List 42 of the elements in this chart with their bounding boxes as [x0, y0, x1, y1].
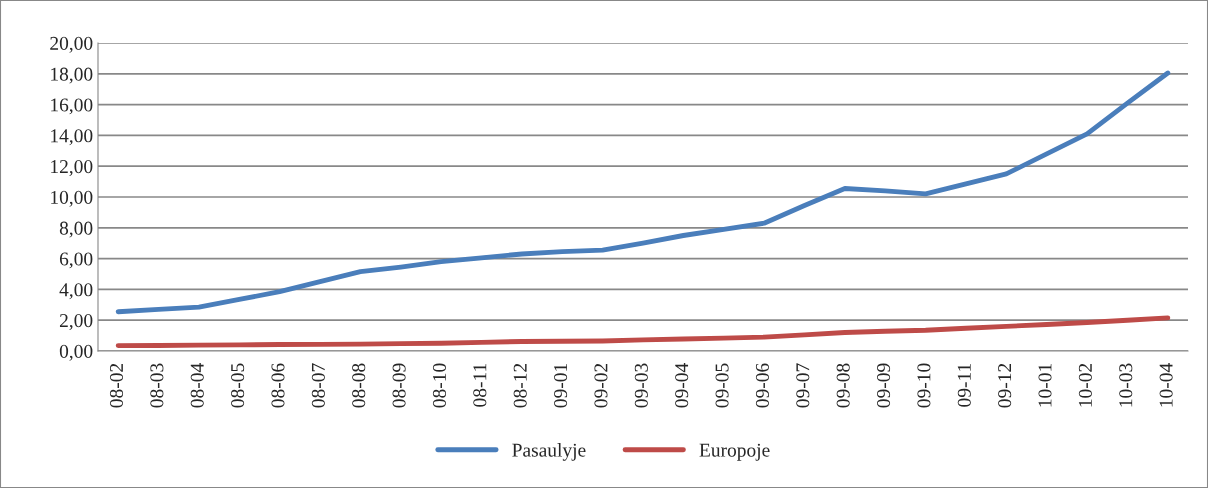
x-tick-label: 08-10 [432, 363, 447, 408]
line-series [115, 70, 1171, 315]
x-tick-label: 09-07 [796, 363, 810, 408]
x-tick-label: 09-08 [836, 363, 850, 408]
y-tick-label: 6,00 [59, 252, 93, 269]
x-tick-label: 08-09 [392, 363, 406, 408]
x-tick-label: 10-02 [1078, 363, 1092, 407]
x-tick-label: 10-03 [1119, 363, 1133, 407]
y-tick-label: 8,00 [59, 221, 93, 238]
y-tick-label: 10,00 [51, 190, 93, 207]
y-tick-label: 16,00 [51, 98, 93, 115]
legend-label: Pasaulyje [512, 443, 586, 461]
x-tick-label: 09-11 [957, 363, 971, 407]
y-tick-label: 4,00 [59, 283, 93, 300]
y-tick-label: 12,00 [51, 160, 93, 176]
legend-label: Europoje [699, 443, 770, 461]
x-tick-label: 09-10 [917, 363, 931, 408]
x-tick-label: 08-12 [513, 363, 527, 408]
x-tick-label: 08-02 [109, 363, 124, 408]
x-tick-label: 09-05 [715, 363, 729, 408]
x-tick-label: 08-03 [150, 363, 164, 408]
x-tick-label: 08-08 [352, 363, 366, 408]
y-tick-label: 0,00 [59, 344, 93, 361]
x-tick-label: 09-03 [634, 363, 648, 408]
x-tick-label: 08-11 [473, 363, 487, 407]
y-tick-label: 18,00 [51, 67, 93, 84]
x-tick-label: 10-04 [1159, 363, 1173, 407]
x-tick-label: 09-06 [755, 363, 769, 408]
x-tick-label: 09-01 [554, 363, 568, 408]
y-tick-label: 2,00 [59, 314, 93, 330]
x-tick-label: 09-04 [675, 363, 689, 408]
x-tick-label: 09-02 [594, 363, 608, 408]
y-tick-label: 20,00 [50, 36, 93, 53]
x-tick-label: 09-12 [998, 363, 1012, 408]
y-tick-label: 14,00 [51, 129, 93, 146]
x-tick-label: 09-09 [876, 363, 891, 408]
x-tick-label: 08-04 [190, 363, 204, 408]
line-series [115, 315, 1171, 349]
x-tick-label: 08-07 [311, 363, 325, 408]
x-tick-label: 08-05 [231, 363, 245, 408]
x-tick-label: 10-01 [1038, 363, 1052, 407]
x-tick-label: 08-06 [271, 363, 285, 408]
